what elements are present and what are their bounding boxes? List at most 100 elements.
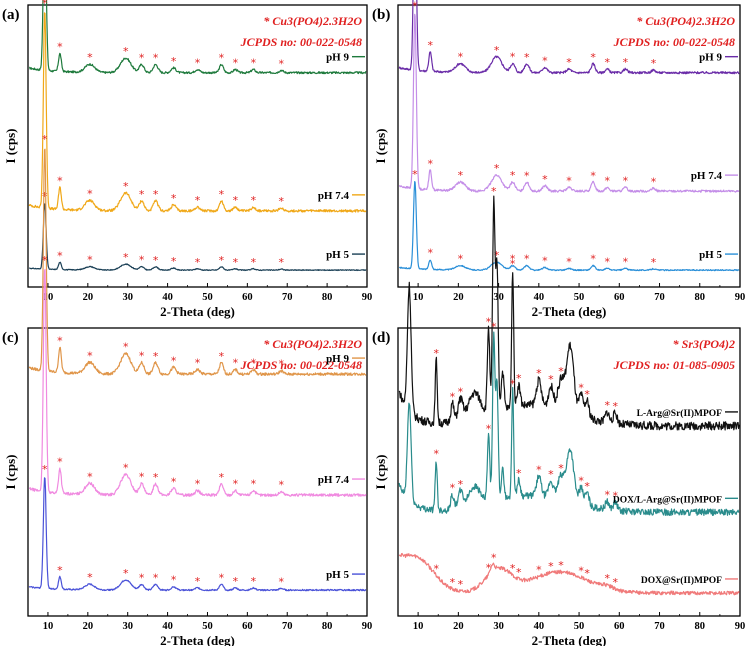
- peak-marker: *: [219, 571, 225, 584]
- plot-frame: [397, 4, 741, 288]
- peak-marker: *: [604, 255, 610, 268]
- peak-marker: *: [123, 567, 129, 580]
- peak-marker: *: [542, 254, 548, 267]
- peak-marker: *: [87, 254, 93, 267]
- x-tick-label: 80: [695, 292, 706, 303]
- peak-marker: *: [584, 388, 590, 401]
- panel-3: 10 20 30 40 50 60 70 80 90 2-Theta (deg) I (cps) (c…: [2, 133, 372, 646]
- peak-marker: *: [87, 470, 93, 483]
- peak-marker: *: [510, 377, 516, 390]
- peak-marker: *: [42, 254, 48, 267]
- peak-marker: *: [171, 255, 177, 268]
- series-label: pH 7.4: [318, 190, 350, 202]
- peak-marker: *: [279, 479, 285, 492]
- peak-marker: *: [123, 462, 129, 475]
- x-tick-label: 70: [282, 292, 293, 303]
- series-label: pH 9: [326, 353, 349, 365]
- x-tick-label: 60: [614, 621, 625, 632]
- peak-marker: *: [524, 51, 530, 64]
- peak-marker: *: [171, 574, 177, 587]
- peak-marker: *: [604, 56, 610, 69]
- x-tick-label: 90: [735, 621, 746, 632]
- peak-marker: *: [233, 357, 239, 370]
- peak-marker: *: [623, 175, 629, 188]
- peak-marker: *: [651, 57, 657, 70]
- series-line-3: [398, 552, 740, 596]
- series-label: DOX/L-Arg@Sr(II)MPOF: [613, 494, 722, 505]
- peak-marker: *: [458, 50, 464, 63]
- peak-marker: *: [536, 564, 542, 577]
- peak-marker: *: [123, 251, 129, 264]
- legend-formula: * Sr3(PO4)2: [673, 337, 735, 351]
- peak-marker: *: [524, 253, 530, 266]
- peak-marker: *: [219, 350, 225, 363]
- peak-marker: *: [233, 256, 239, 269]
- peak-marker: *: [42, 463, 48, 476]
- peak-marker: *: [566, 175, 572, 188]
- series-label: DOX@Sr(II)MPOF: [641, 575, 722, 586]
- peak-marker: *: [613, 489, 619, 502]
- series-label: pH 7.4: [691, 170, 723, 182]
- x-tick-label: 80: [322, 292, 333, 303]
- peak-marker: *: [651, 256, 657, 269]
- peak-marker: *: [412, 168, 418, 181]
- peak-marker: *: [578, 565, 584, 578]
- peak-marker: *: [195, 194, 201, 207]
- peak-marker: *: [195, 256, 201, 269]
- peak-marker: *: [251, 194, 257, 207]
- peak-marker: *: [219, 254, 225, 267]
- x-tick-label: 40: [534, 292, 545, 303]
- peak-marker: *: [458, 169, 464, 182]
- series-line-3: [29, 203, 367, 272]
- peak-marker: *: [536, 367, 542, 380]
- peak-marker: *: [604, 399, 610, 412]
- peak-marker: *: [524, 169, 530, 182]
- peak-marker: *: [57, 335, 63, 348]
- peak-marker: *: [195, 575, 201, 588]
- series-line-2: [398, 13, 740, 193]
- series-line-2: [28, 268, 367, 497]
- peak-marker: *: [139, 188, 145, 201]
- peak-marker: *: [604, 488, 610, 501]
- peak-marker: *: [87, 188, 93, 201]
- x-tick-label: 10: [413, 292, 424, 303]
- x-tick-label: 10: [43, 292, 54, 303]
- peak-marker: *: [279, 195, 285, 208]
- x-tick-label: 60: [614, 292, 625, 303]
- panel-label: (a): [2, 7, 20, 23]
- panel-label: (b): [372, 7, 390, 23]
- x-tick-label: 60: [242, 621, 253, 632]
- x-tick-label: 20: [83, 292, 94, 303]
- series-line-2: [398, 331, 740, 517]
- peak-marker: *: [584, 480, 590, 493]
- peak-marker: *: [219, 52, 225, 65]
- series-label: pH 9: [326, 52, 349, 64]
- plot-frame: [27, 4, 368, 288]
- panel-label: (d): [372, 330, 390, 346]
- peak-marker: *: [57, 249, 63, 262]
- peak-marker: *: [494, 249, 500, 262]
- peak-marker: *: [491, 320, 497, 333]
- legend-jcpds: JCPDS no: 00-022-0548: [240, 35, 362, 49]
- peak-marker: *: [139, 254, 145, 267]
- peak-marker: *: [57, 175, 63, 188]
- peak-marker: *: [139, 350, 145, 363]
- peak-marker: *: [427, 157, 433, 170]
- x-tick-label: 40: [162, 292, 173, 303]
- peak-marker: *: [458, 252, 464, 265]
- x-tick-label: 50: [574, 621, 585, 632]
- y-axis-title: I (cps): [373, 454, 388, 489]
- x-axis-title: 2-Theta (deg): [532, 304, 607, 319]
- series-label: L-Arg@Sr(II)MPOF: [637, 408, 723, 419]
- peak-marker: *: [613, 400, 619, 413]
- peak-marker: *: [139, 51, 145, 64]
- peak-marker: *: [123, 180, 129, 193]
- peak-marker: *: [651, 175, 657, 188]
- x-tick-label: 10: [413, 621, 424, 632]
- peak-marker: *: [510, 258, 516, 271]
- x-tick-label: 70: [654, 621, 665, 632]
- peak-marker: *: [87, 349, 93, 362]
- x-tick-label: 90: [362, 292, 373, 303]
- x-tick-label: 80: [322, 621, 333, 632]
- peak-marker: *: [542, 54, 548, 67]
